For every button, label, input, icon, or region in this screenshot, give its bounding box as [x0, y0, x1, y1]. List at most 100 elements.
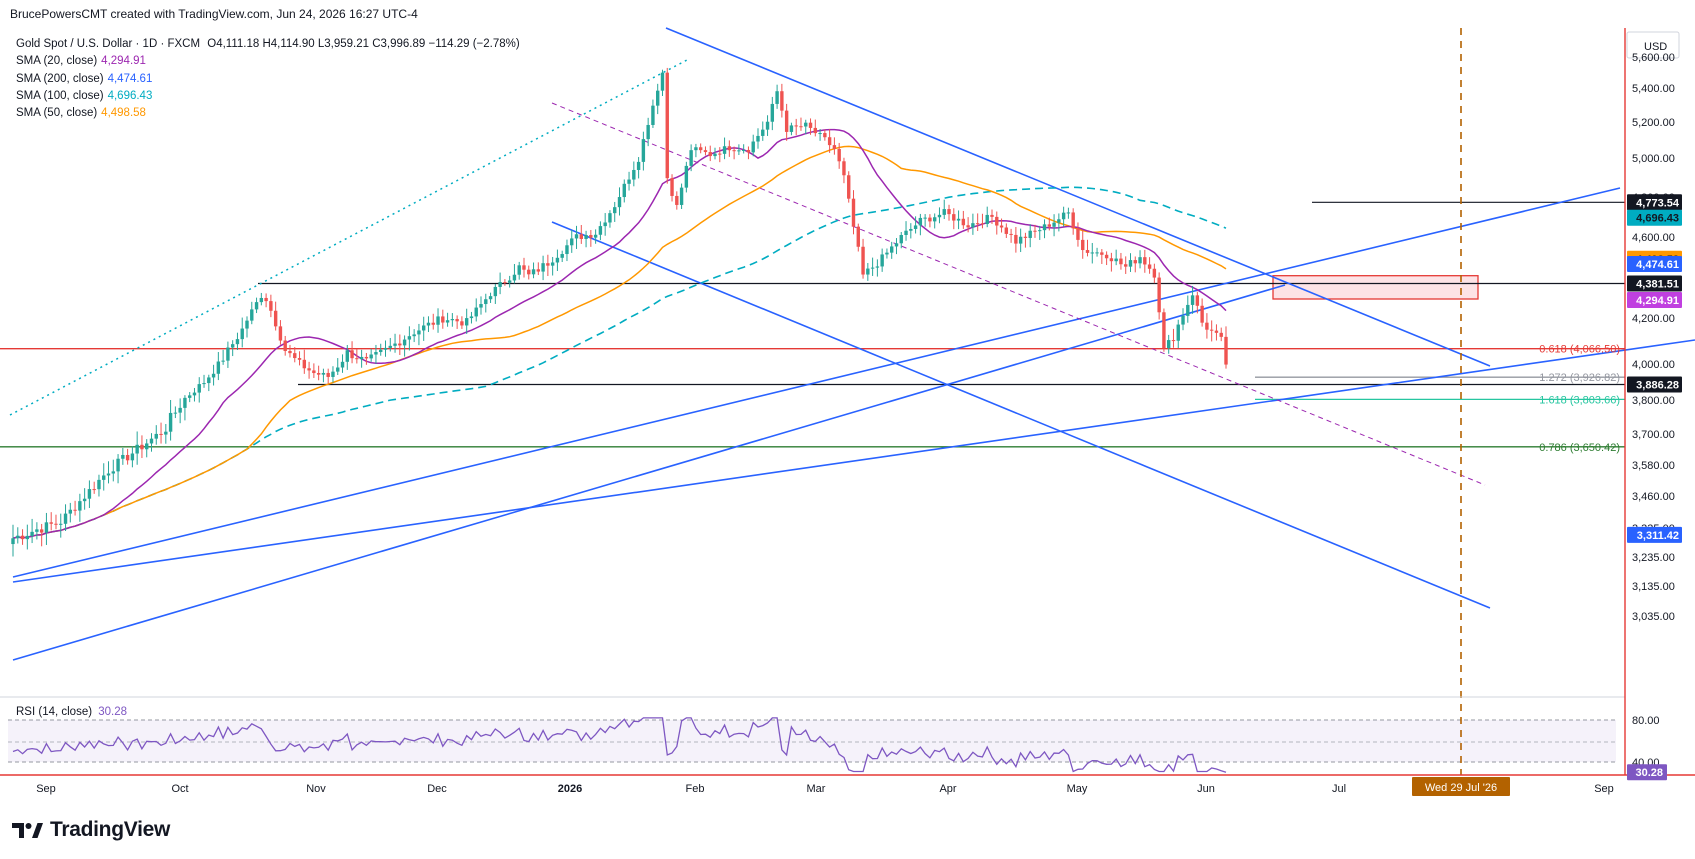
time-tick-label: Sep [1594, 783, 1614, 795]
candle [904, 230, 908, 235]
candle [808, 122, 813, 128]
candle [498, 282, 502, 287]
candle [980, 223, 985, 225]
rsi-value-badge-label: 30.28 [1635, 767, 1663, 779]
candle [1190, 295, 1195, 305]
indicator-sma100[interactable]: SMA (100, close) 4,696.43 [16, 88, 520, 105]
price-badge [1627, 194, 1682, 211]
candle [312, 370, 316, 374]
resistance-zone [1272, 275, 1479, 300]
candle [149, 438, 154, 444]
candle [670, 178, 674, 196]
candle [827, 137, 832, 146]
candle [159, 433, 163, 435]
time-tick-label: Apr [939, 783, 956, 795]
trend-line [9, 59, 688, 416]
candle [870, 267, 875, 269]
candle [737, 150, 741, 152]
trend-line [551, 221, 1491, 609]
indicator-sma200[interactable]: SMA (200, close) 4,474.61 [16, 71, 520, 88]
candle [488, 296, 493, 300]
candle [345, 350, 349, 362]
candle [355, 358, 359, 360]
candle [866, 268, 870, 275]
rsi-value: 30.28 [98, 706, 128, 718]
candle [622, 183, 626, 198]
candle [125, 454, 130, 461]
candle [92, 489, 96, 491]
candle [565, 245, 569, 255]
candle [493, 286, 498, 297]
candle [560, 254, 564, 258]
time-tick-label: Feb [686, 783, 705, 795]
indicator-label: SMA (100, close) [16, 89, 104, 102]
candle [154, 433, 158, 439]
candle [1042, 224, 1047, 231]
candle [1219, 332, 1223, 337]
price-badge [1627, 209, 1682, 226]
price-badge-label: 4,474.61 [1636, 259, 1679, 271]
price-tick-label: 5,600.00 [1632, 52, 1675, 64]
candle [250, 309, 254, 321]
rsi-legend[interactable]: RSI (14, close) 30.28 [16, 706, 127, 718]
candle [484, 299, 488, 305]
currency-label: USD [1644, 41, 1667, 53]
time-tick-label: Jun [1197, 783, 1215, 795]
candle [694, 147, 698, 151]
candle [861, 246, 865, 275]
price-badge-label: 4,294.91 [1636, 295, 1679, 307]
candle [436, 316, 440, 325]
candle [1195, 295, 1200, 306]
candle [379, 349, 383, 353]
price-badge [1627, 275, 1682, 292]
candle [1128, 260, 1133, 267]
symbol-row[interactable]: Gold Spot / U.S. Dollar · 1D · FXCM O4,1… [16, 36, 520, 53]
rsi-value-badge [1627, 764, 1667, 781]
candle [966, 225, 970, 228]
candle [708, 152, 712, 157]
candle [885, 252, 889, 255]
candle [756, 135, 760, 142]
candle [302, 359, 307, 369]
candle [464, 318, 469, 326]
candle [297, 358, 302, 360]
price-badge [1627, 255, 1682, 272]
candle [393, 343, 397, 346]
indicator-sma20[interactable]: SMA (20, close) 4,294.91 [16, 53, 520, 70]
candle [923, 217, 927, 219]
candle [842, 161, 846, 176]
currency-box[interactable] [1626, 31, 1680, 59]
candle [78, 501, 82, 511]
candle [474, 307, 478, 317]
candle [932, 217, 937, 222]
candle [751, 141, 755, 153]
candle [417, 330, 421, 335]
candle [479, 304, 483, 308]
candle [570, 238, 574, 246]
candle [87, 489, 92, 499]
indicator-sma50[interactable]: SMA (50, close) 4,498.58 [16, 105, 520, 122]
candle [1147, 264, 1152, 269]
candle [660, 72, 665, 91]
price-badge-label: 4,773.54 [1636, 197, 1680, 209]
chart-credit: BrucePowersCMT created with TradingView.… [10, 7, 418, 21]
candle [359, 356, 364, 360]
candle [187, 395, 192, 398]
candle [316, 373, 321, 375]
indicator-value: 4,294.91 [101, 55, 146, 68]
candle [956, 218, 961, 221]
candle [16, 535, 20, 539]
indicator-value: 4,474.61 [107, 72, 153, 85]
candle [546, 263, 550, 266]
candle [202, 383, 206, 385]
candle [894, 243, 899, 247]
sma50-line [12, 145, 1227, 540]
tradingview-logo[interactable]: TradingView [12, 818, 170, 842]
candle [1205, 322, 1209, 330]
candle [928, 217, 932, 222]
candle [168, 412, 173, 432]
candle [97, 479, 101, 490]
candle [1209, 329, 1214, 331]
candle [273, 310, 278, 327]
